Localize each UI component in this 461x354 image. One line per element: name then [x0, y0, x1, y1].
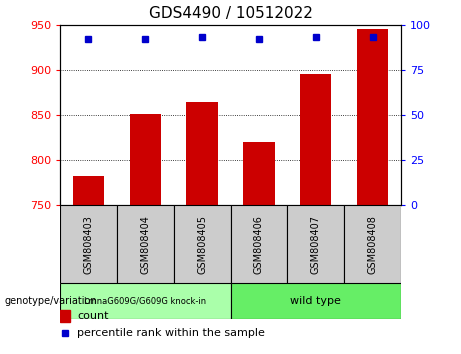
Bar: [300, 74, 331, 205]
Bar: [60, 309, 70, 322]
Text: GSM808406: GSM808406: [254, 215, 264, 274]
Text: genotype/variation: genotype/variation: [5, 296, 97, 306]
Text: GSM808403: GSM808403: [83, 215, 94, 274]
Text: GSM808405: GSM808405: [197, 215, 207, 274]
Text: GSM808408: GSM808408: [367, 215, 378, 274]
Bar: [287, 205, 344, 283]
Bar: [357, 29, 388, 205]
Text: count: count: [77, 311, 108, 321]
Bar: [60, 283, 230, 319]
Bar: [117, 205, 174, 283]
Bar: [73, 176, 104, 205]
Text: wild type: wild type: [290, 296, 341, 306]
Title: GDS4490 / 10512022: GDS4490 / 10512022: [148, 6, 313, 21]
Bar: [60, 205, 117, 283]
Text: GSM808407: GSM808407: [311, 215, 321, 274]
Bar: [243, 142, 275, 205]
Bar: [344, 205, 401, 283]
Bar: [230, 283, 401, 319]
Text: LmnaG609G/G609G knock-in: LmnaG609G/G609G knock-in: [84, 296, 206, 306]
Text: percentile rank within the sample: percentile rank within the sample: [77, 329, 265, 338]
Text: GSM808404: GSM808404: [140, 215, 150, 274]
Bar: [174, 205, 230, 283]
Bar: [130, 114, 161, 205]
Bar: [186, 102, 218, 205]
Bar: [230, 205, 287, 283]
